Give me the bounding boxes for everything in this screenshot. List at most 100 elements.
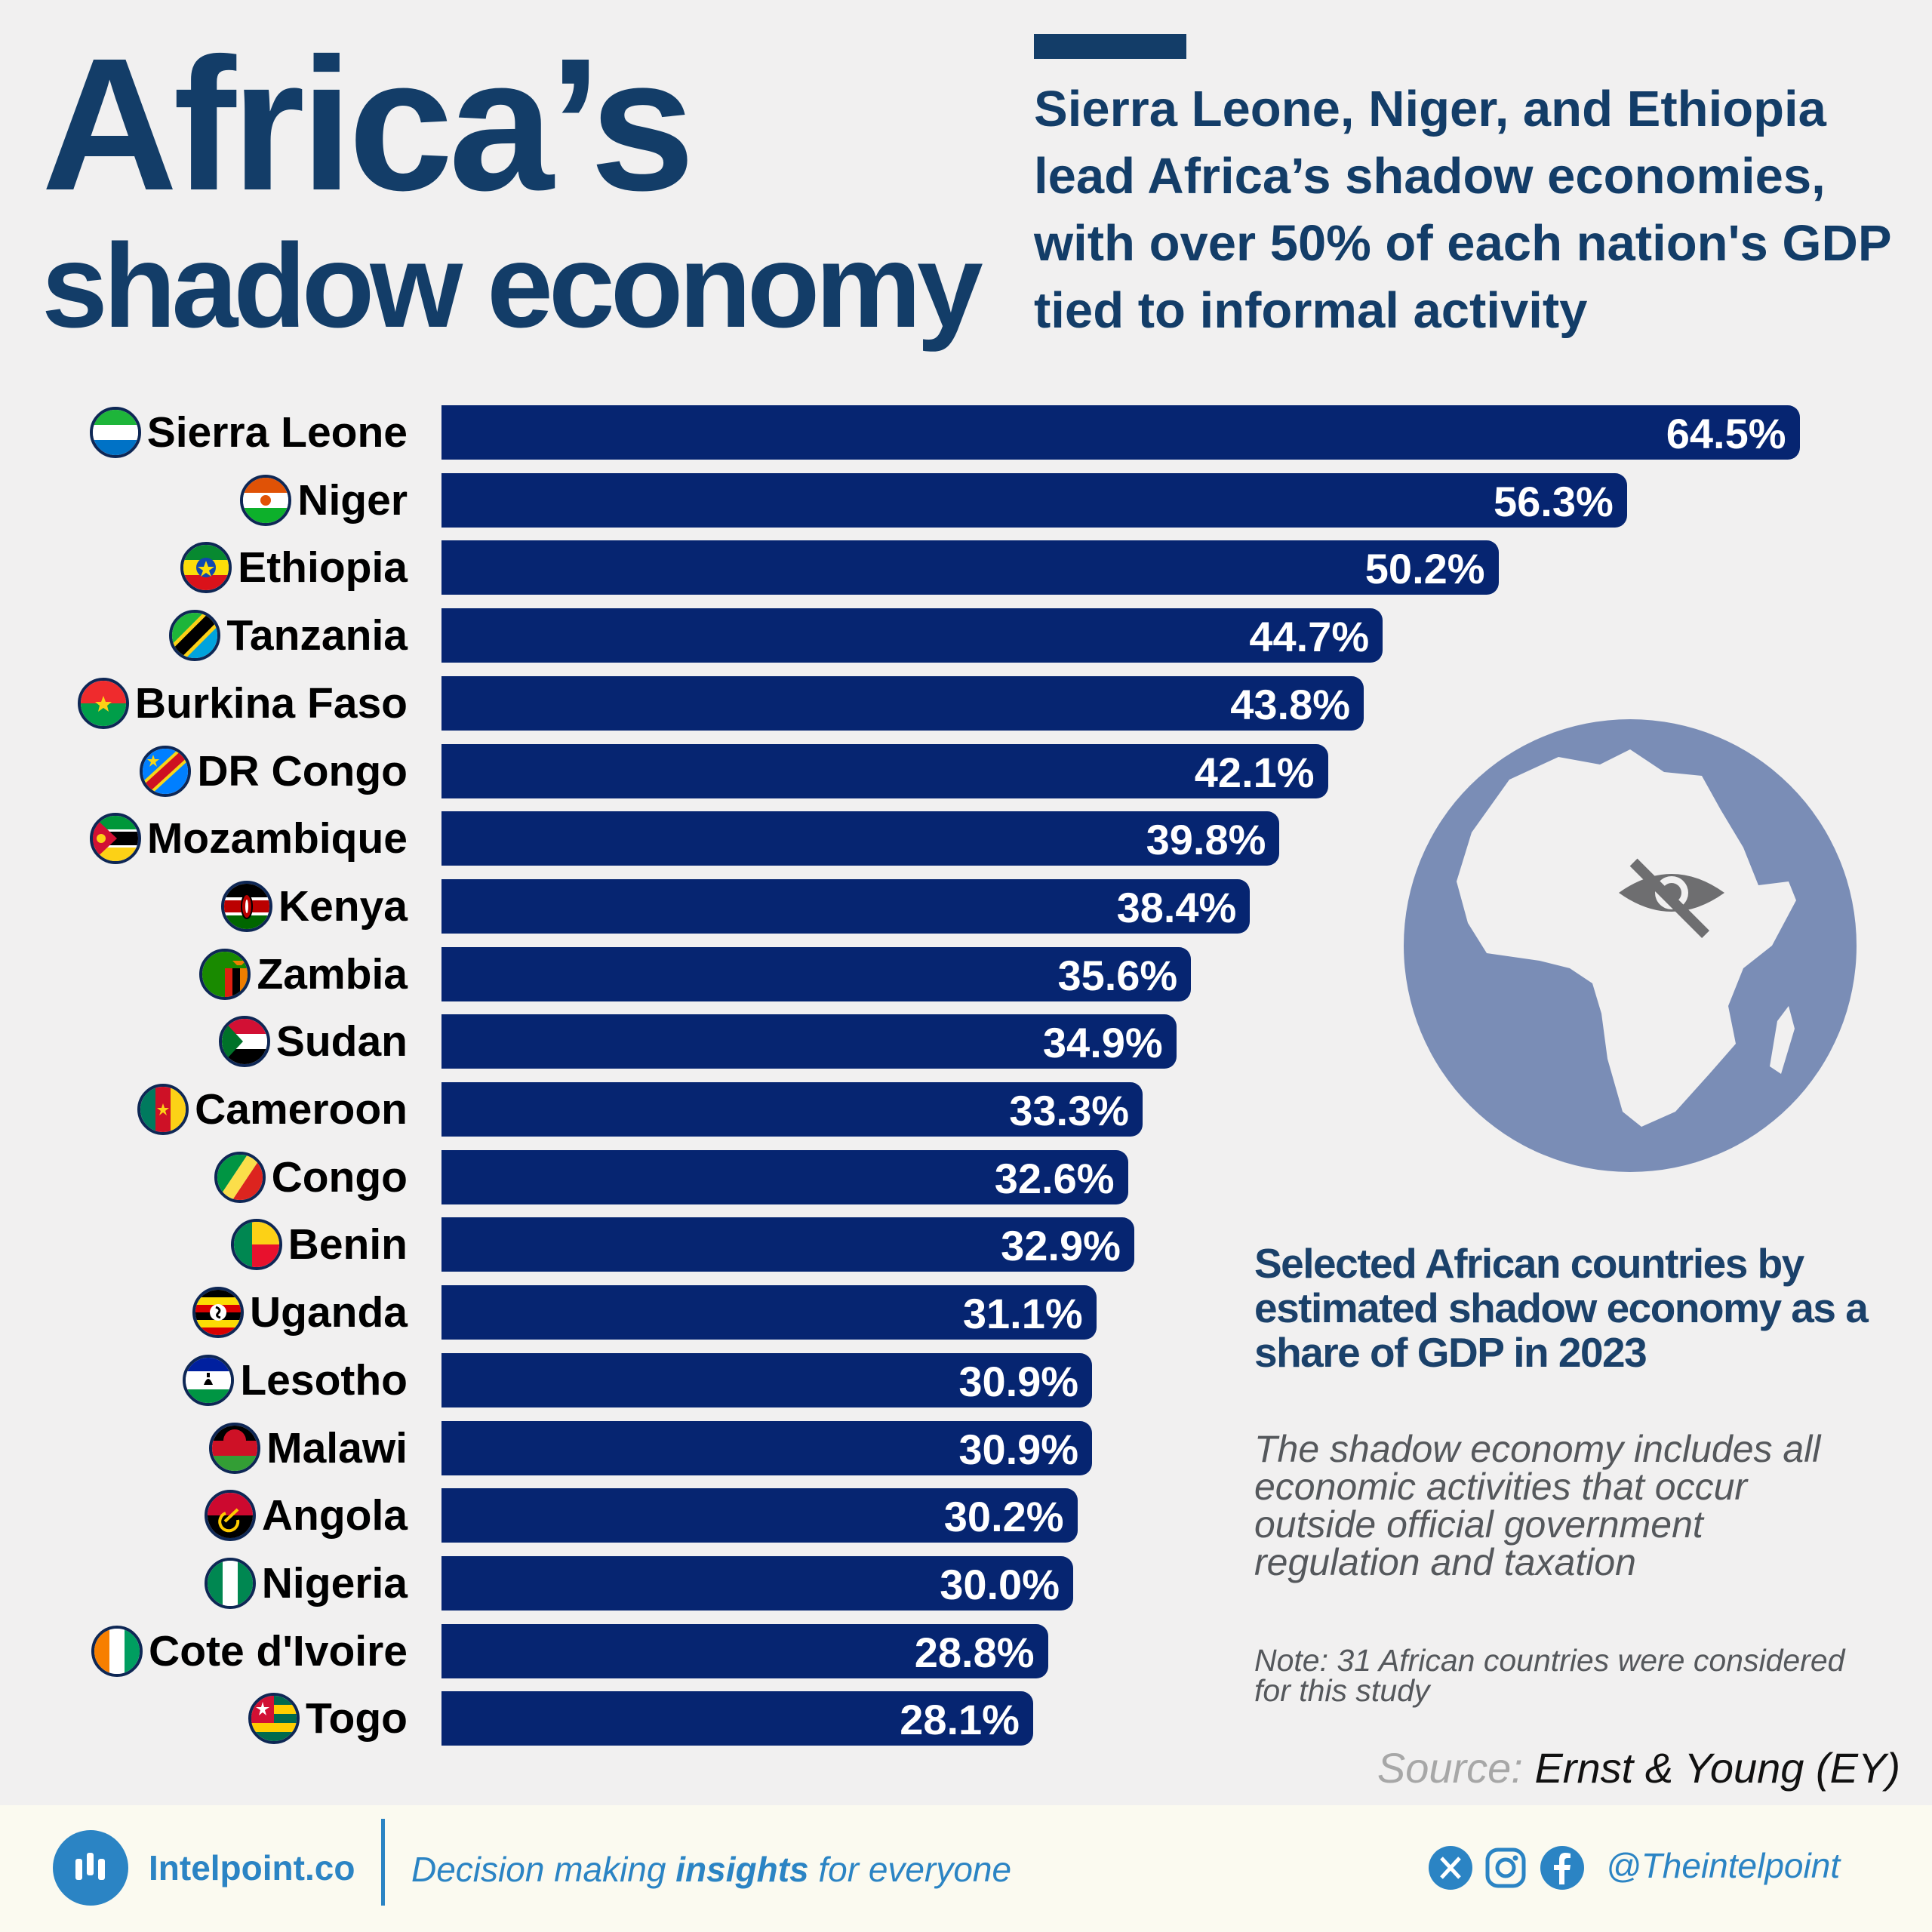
- country-row: Congo: [214, 1150, 408, 1204]
- subtitle: Sierra Leone, Niger, and Ethiopia lead A…: [1034, 81, 1891, 339]
- country-label: Nigeria: [261, 1558, 408, 1607]
- intelpoint-logo-icon[interactable]: [53, 1830, 128, 1906]
- bar-value-label: 30.2%: [943, 1493, 1064, 1541]
- footer: [0, 1805, 1932, 1932]
- country-label: Angola: [261, 1491, 408, 1540]
- africa-silhouette: [1457, 749, 1796, 1127]
- country-row: Malawi: [209, 1421, 408, 1475]
- country-label: Sudan: [275, 1017, 408, 1066]
- country-label: DR Congo: [197, 746, 408, 795]
- tagline: Decision making insights for everyone: [411, 1849, 1011, 1890]
- bar: [441, 1285, 1097, 1340]
- bar-value-label: 64.5%: [1666, 410, 1786, 457]
- brand-link[interactable]: Intelpoint.co: [149, 1848, 355, 1887]
- bar-value-label: 34.9%: [1042, 1019, 1163, 1067]
- bar-value-label: 35.6%: [1057, 951, 1178, 999]
- bar-value-label: 50.2%: [1364, 545, 1485, 593]
- note-text: Note: 31 African countries were consider…: [1254, 1643, 1845, 1708]
- bar: [441, 1691, 1033, 1746]
- country-row: Tanzania: [169, 608, 408, 663]
- dr-congo-flag-icon: [140, 745, 192, 797]
- source-line: Source: Ernst & Young (EY): [1377, 1743, 1900, 1792]
- country-row: Mozambique: [89, 811, 408, 866]
- bar-value-label: 39.8%: [1146, 816, 1266, 864]
- country-label: Uganda: [249, 1288, 408, 1337]
- title-line-1: Africa’s: [42, 19, 695, 229]
- nigeria-flag-icon: [204, 1557, 256, 1609]
- country-label: Sierra Leone: [146, 408, 408, 457]
- benin-flag-icon: [230, 1219, 282, 1271]
- country-row: Niger: [240, 473, 408, 528]
- social-handle[interactable]: @Theintelpoint: [1606, 1846, 1841, 1885]
- bar-value-label: 30.9%: [958, 1357, 1079, 1405]
- country-row: Ethiopia: [180, 540, 408, 595]
- definition-text: The shadow economy includes all economic…: [1254, 1428, 1821, 1583]
- bar: [441, 1014, 1177, 1069]
- country-row: Kenya: [220, 879, 408, 934]
- country-row: Angola: [204, 1488, 408, 1543]
- niger-flag-icon: [240, 474, 292, 526]
- bar-value-label: 42.1%: [1194, 748, 1315, 796]
- accent-bar: [1034, 34, 1186, 59]
- country-row: Uganda: [192, 1285, 408, 1340]
- chart-description: Selected African countries by estimated …: [1254, 1240, 1869, 1376]
- country-label: Togo: [305, 1694, 408, 1743]
- mozambique-flag-icon: [89, 813, 141, 865]
- bar: [441, 1352, 1093, 1407]
- bar-value-label: 56.3%: [1493, 477, 1614, 525]
- bar: [441, 1149, 1128, 1204]
- country-label: Burkina Faso: [134, 678, 408, 728]
- bar-value-label: 32.6%: [994, 1154, 1115, 1202]
- cote-divoire-flag-icon: [91, 1625, 143, 1677]
- country-row: Lesotho: [183, 1353, 408, 1407]
- country-row: Burkina Faso: [77, 676, 408, 731]
- country-label: Zambia: [257, 949, 408, 998]
- country-row: Cote d'Ivoire: [91, 1624, 408, 1678]
- bar: [441, 743, 1328, 798]
- eye-slash-icon: [1619, 858, 1724, 939]
- footer-divider: [381, 1819, 385, 1906]
- tagline-pre: Decision making: [411, 1850, 676, 1889]
- country-label: Benin: [288, 1220, 408, 1269]
- bar-value-label: 31.1%: [962, 1290, 1083, 1338]
- country-row: Benin: [230, 1217, 408, 1272]
- country-row: Nigeria: [204, 1556, 408, 1611]
- x-icon[interactable]: [1428, 1845, 1473, 1890]
- country-row: Togo: [248, 1691, 408, 1746]
- bar-value-label: 28.1%: [900, 1696, 1020, 1744]
- country-row: Zambia: [199, 947, 408, 1001]
- bar: [441, 405, 1800, 460]
- tagline-bold: insights: [675, 1850, 809, 1889]
- country-row: Sierra Leone: [89, 405, 408, 460]
- ethiopia-flag-icon: [180, 542, 232, 594]
- bar-value-label: 44.7%: [1249, 613, 1370, 661]
- bar: [441, 1420, 1093, 1475]
- congo-flag-icon: [214, 1151, 266, 1203]
- bar-value-label: 32.9%: [1001, 1222, 1121, 1270]
- country-label: Cote d'Ivoire: [149, 1626, 408, 1675]
- country-row: Cameroon: [137, 1082, 408, 1137]
- country-label: Ethiopia: [238, 543, 408, 592]
- bar: [441, 1488, 1078, 1543]
- tagline-post: for everyone: [808, 1850, 1012, 1889]
- bar: [441, 608, 1383, 663]
- bar: [441, 1217, 1134, 1272]
- burkina-faso-flag-icon: [77, 677, 129, 729]
- angola-flag-icon: [204, 1490, 256, 1542]
- country-label: Lesotho: [240, 1355, 408, 1404]
- bar: [441, 946, 1192, 1001]
- title-line-2: shadow economy: [42, 220, 983, 352]
- africa-hidden-eye-icon: [1404, 719, 1857, 1172]
- tanzania-flag-icon: [169, 610, 221, 662]
- sudan-flag-icon: [218, 1016, 270, 1068]
- instagram-icon[interactable]: [1483, 1845, 1528, 1890]
- madagascar: [1770, 1006, 1795, 1074]
- country-label: Malawi: [266, 1423, 408, 1472]
- country-label: Mozambique: [146, 814, 408, 863]
- uganda-flag-icon: [192, 1287, 244, 1339]
- bar: [441, 540, 1499, 595]
- facebook-icon[interactable]: [1540, 1845, 1585, 1890]
- bar: [441, 878, 1251, 934]
- country-row: DR Congo: [140, 744, 408, 798]
- bar-value-label: 38.4%: [1116, 883, 1237, 931]
